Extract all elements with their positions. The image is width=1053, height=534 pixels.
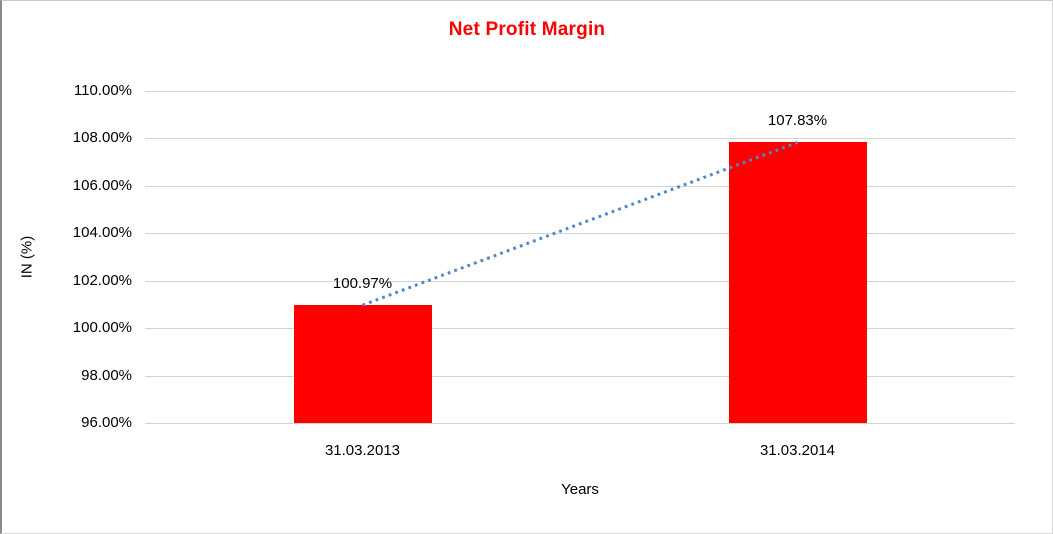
y-tick-label: 100.00% [72,319,132,337]
y-tick-label: 106.00% [72,176,132,194]
bar-value-label: 107.83% [767,112,828,130]
chart-title: Net Profit Margin [448,19,606,40]
y-tick-label: 96.00% [81,414,132,431]
gridline [145,375,1015,377]
y-tick-label: 108.00% [72,129,132,147]
bar [293,305,432,423]
gridline [145,280,1015,282]
gridline [145,328,1015,330]
bar [728,142,867,423]
y-tick-label: 98.00% [81,366,132,384]
y-tick-label: 110.00% [73,82,132,99]
gridline [145,185,1015,187]
gridline [145,423,1015,424]
y-tick-label: 104.00% [72,224,132,242]
bar-value-label: 100.97% [332,275,393,293]
x-tick-label: 31.03.2013 [324,442,401,459]
y-tick-label: 102.00% [72,271,132,289]
gridline [145,138,1015,140]
gridline [145,233,1015,235]
x-tick-label: 31.03.2014 [759,442,836,459]
x-axis-title: Years [561,481,599,498]
gridline [145,91,1015,92]
